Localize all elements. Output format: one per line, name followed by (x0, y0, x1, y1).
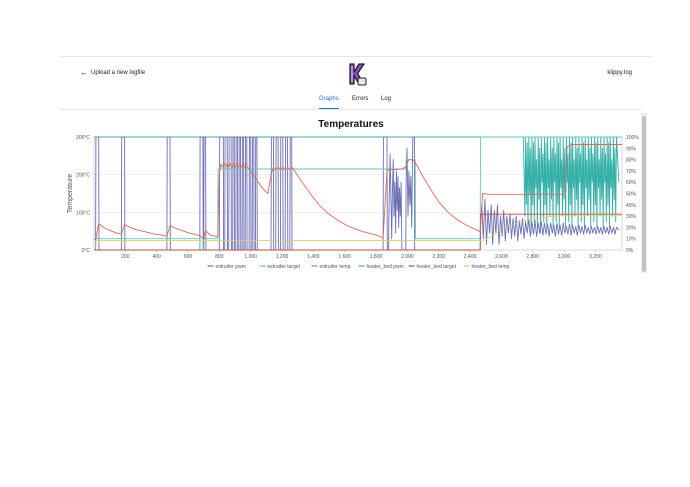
tab-log-label: Log (381, 96, 392, 102)
x-tick-label: 200 (121, 254, 130, 260)
y-left-tick-label: 200°C (76, 173, 90, 179)
series-line-extruder-temp (94, 144, 622, 240)
x-tick-label: 800 (215, 254, 224, 260)
log-filename: klippy.log (607, 70, 632, 76)
legend-label: heater_bed pwm (367, 264, 404, 270)
x-tick-label: 1,800 (370, 254, 383, 260)
app-header: ← Upload a new logfile klippy.log (60, 57, 652, 93)
x-tick-label: 1,200 (276, 254, 289, 260)
y-left-tick-label: 100°C (76, 210, 90, 216)
y-right-tick-label: 50% (626, 192, 637, 198)
upload-label: Upload a new logfile (91, 70, 146, 76)
y-right-tick-label: 20% (626, 225, 637, 231)
tab-errors-label: Errors (352, 96, 369, 102)
x-tick-label: 1,400 (307, 254, 320, 260)
series-line-heater-bed-target (94, 213, 622, 251)
chart-title: Temperatures (318, 119, 384, 130)
x-tick-label: 3,200 (589, 254, 602, 260)
y-left-tick-label: 0°C (82, 248, 91, 254)
x-tick-label: 1,600 (338, 254, 351, 260)
series-line-heater-bed-temp (94, 214, 622, 242)
tab-bar: Graphs Errors Log (0, 95, 690, 109)
scrollbar-thumb[interactable] (642, 116, 646, 272)
y-right-tick-label: 40% (626, 203, 637, 209)
x-tick-label: 1,000 (244, 254, 257, 260)
tab-log[interactable]: Log (381, 95, 391, 108)
tab-graphs-label: Graphs (319, 96, 339, 102)
x-tick-label: 2,400 (464, 254, 477, 260)
legend-label: extruder target (268, 264, 301, 270)
y-right-tick-label: 80% (626, 158, 637, 164)
y-right-tick-label: 100% (626, 135, 639, 141)
x-tick-label: 600 (184, 254, 193, 260)
y-right-tick-label: 30% (626, 214, 637, 220)
y-right-tick-label: 60% (626, 180, 637, 186)
series-line-extruder-pwm (94, 136, 620, 251)
tab-divider (60, 109, 642, 110)
x-tick-label: 2,200 (432, 254, 445, 260)
x-tick-label: 2,000 (401, 254, 414, 260)
klippy-logo (347, 63, 367, 86)
tab-errors[interactable]: Errors (352, 95, 368, 108)
series-line-extruder-target (94, 136, 622, 251)
x-tick-label: 2,600 (495, 254, 508, 260)
upload-logfile-link[interactable]: ← Upload a new logfile (80, 68, 146, 77)
series-line-heater-bed-pwm (94, 136, 620, 234)
legend-label: heater_bed target (417, 264, 457, 270)
y-right-tick-label: 10% (626, 237, 637, 243)
tab-graphs[interactable]: Graphs (319, 95, 339, 109)
y-right-tick-label: 0% (626, 248, 634, 254)
legend-label: extruder pwm (216, 264, 246, 270)
y-right-tick-label: 70% (626, 169, 637, 175)
header-divider (60, 56, 652, 57)
arrow-left-icon: ← (80, 68, 88, 77)
y-axis-label: Temperature (67, 174, 74, 213)
x-tick-label: 2,800 (526, 254, 539, 260)
y-left-tick-label: 300°C (76, 135, 90, 141)
legend-label: extruder temp (320, 264, 351, 270)
legend-label: heater_bed temp (472, 264, 510, 270)
y-right-tick-label: 90% (626, 146, 637, 152)
x-tick-label: 400 (152, 254, 161, 260)
x-tick-label: 3,000 (558, 254, 571, 260)
